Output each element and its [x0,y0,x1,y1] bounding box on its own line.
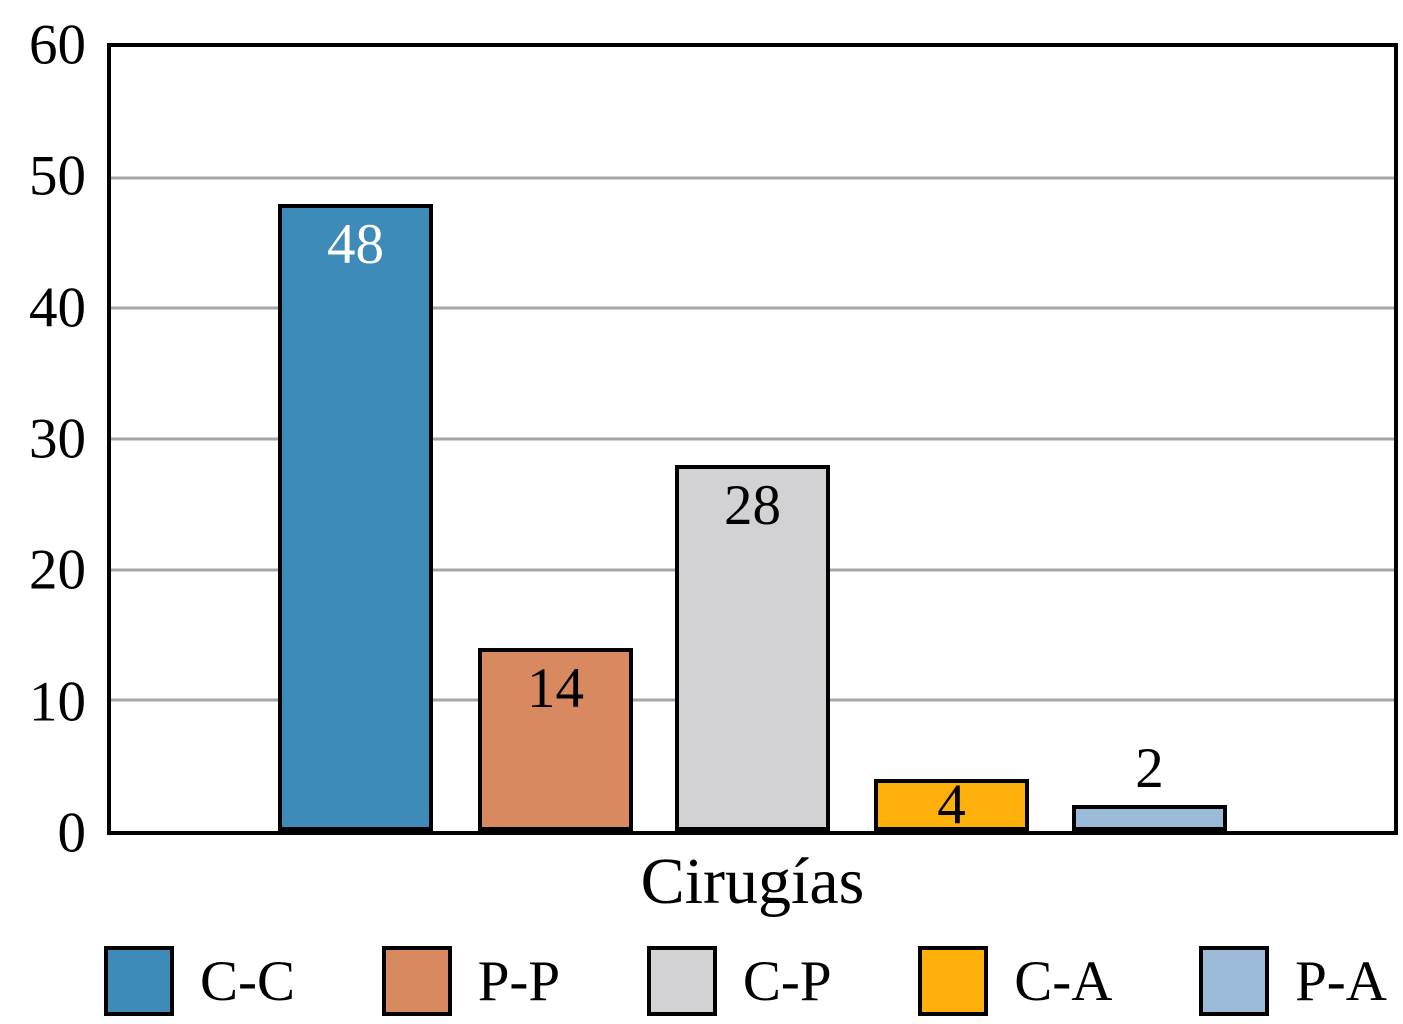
bar-c-p [675,465,830,831]
gridline-40 [111,306,1394,310]
legend-swatch-c-c [104,946,174,1016]
bar-c-a [874,778,1029,831]
legend-item-c-a: C-A [918,946,1112,1016]
bar-value-label-c-c: 48 [327,212,385,276]
y-tick-label-20: 20 [29,538,86,602]
legend: C-C P-P C-P C-A P-A [104,941,1387,1021]
y-tick-label-40: 40 [29,276,86,340]
bar-value-label-c-p: 28 [724,474,781,538]
gridline-30 [111,437,1394,441]
y-tick-label-50: 50 [29,144,86,208]
bar-p-a [1071,804,1227,831]
legend-swatch-p-a [1199,946,1270,1016]
y-axis-tick-labels: 0 10 20 30 40 50 60 [0,17,86,862]
y-tick-label-60: 60 [29,13,86,77]
y-tick-label-10: 10 [29,670,86,734]
legend-label-p-a: P-A [1295,949,1387,1013]
legend-label-p-p: P-P [477,949,561,1013]
legend-item-c-c: C-C [104,946,295,1016]
gridline-50 [111,176,1394,180]
plot-area: 48 14 28 4 2 [107,43,1398,835]
x-axis-title: Cirugías [640,845,865,918]
y-tick-label-0: 0 [57,801,87,865]
legend-swatch-p-p [381,946,452,1016]
legend-label-c-p: C-P [742,949,832,1013]
legend-label-c-c: C-C [200,949,296,1013]
legend-swatch-c-p [646,946,717,1016]
bar-value-label-p-a: 2 [1135,736,1164,800]
legend-item-p-p: P-P [381,946,561,1016]
legend-label-c-a: C-A [1014,949,1113,1013]
bar-p-p [478,648,634,831]
bars-layer: 48 14 28 4 2 [111,47,1394,837]
y-tick-label-30: 30 [29,407,86,471]
bar-value-label-p-p: 14 [527,657,585,721]
bar-value-label-c-a: 4 [937,773,966,837]
legend-item-p-a: P-A [1199,946,1387,1016]
bar-c-c [278,203,434,831]
legend-item-c-p: C-P [646,946,832,1016]
legend-swatch-c-a [918,946,989,1016]
